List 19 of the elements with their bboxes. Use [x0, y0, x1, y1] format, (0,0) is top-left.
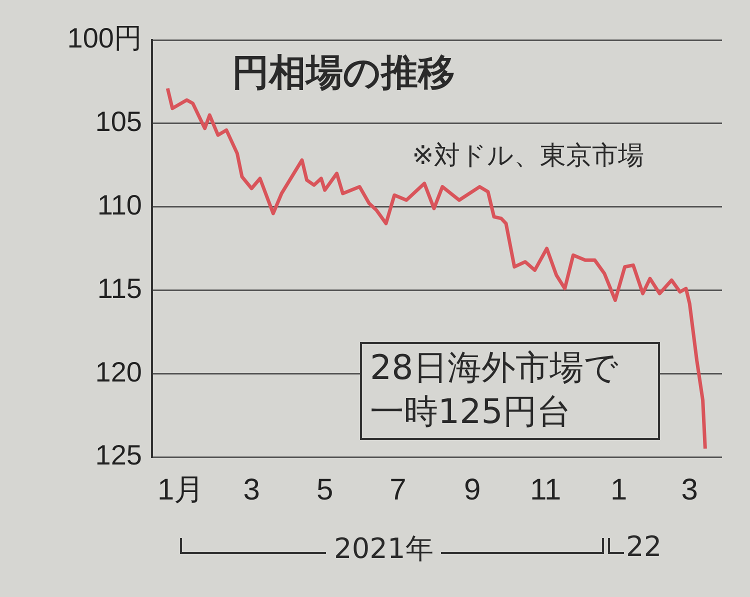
y-tick-label: 105: [95, 106, 142, 138]
x-tick-label: 3: [681, 473, 698, 506]
y-tick-label: 115: [97, 272, 142, 304]
text: 2021年: [326, 530, 442, 568]
y-tick-label: 120: [95, 356, 142, 388]
y-tick-label: 110: [97, 190, 142, 221]
x-tick-label: 3: [243, 473, 260, 506]
chart-title: 円相場の推移: [232, 50, 455, 96]
x-tick-label: 7: [390, 473, 406, 506]
x-tick-label: 9: [464, 473, 481, 506]
y-tick-label: 100円: [67, 22, 142, 54]
x-tick-label: 1: [610, 473, 628, 506]
text: ※対ドル、東京市場: [412, 140, 644, 173]
callout-box: 28日海外市場で一時125円台: [360, 342, 660, 440]
x-tick-label: 5: [316, 473, 334, 506]
text: 22: [626, 530, 662, 563]
x-tick-label: 1月: [157, 473, 204, 506]
x-tick-label: 11: [530, 473, 562, 506]
y-tick-label: 125: [95, 440, 142, 471]
